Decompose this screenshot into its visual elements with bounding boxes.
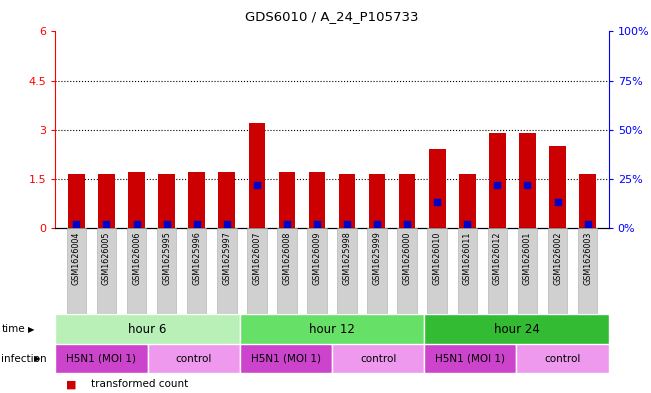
Bar bbox=[579, 174, 596, 228]
Bar bbox=[307, 228, 327, 314]
Text: GSM1625996: GSM1625996 bbox=[192, 231, 201, 285]
Text: time: time bbox=[1, 324, 25, 334]
Point bbox=[282, 221, 292, 227]
Point bbox=[342, 221, 352, 227]
Text: infection: infection bbox=[1, 354, 47, 364]
Text: ▶: ▶ bbox=[34, 354, 40, 363]
Bar bbox=[518, 228, 537, 314]
Bar bbox=[547, 228, 567, 314]
Bar bbox=[219, 172, 235, 228]
Text: GSM1626001: GSM1626001 bbox=[523, 231, 532, 285]
Text: GSM1626006: GSM1626006 bbox=[132, 231, 141, 285]
Text: GSM1626007: GSM1626007 bbox=[253, 231, 261, 285]
Text: transformed count: transformed count bbox=[91, 379, 189, 389]
Point bbox=[312, 221, 322, 227]
Point bbox=[161, 221, 172, 227]
Bar bbox=[240, 314, 424, 344]
Point bbox=[492, 182, 503, 188]
Text: GSM1626004: GSM1626004 bbox=[72, 231, 81, 285]
Point bbox=[462, 221, 473, 227]
Bar bbox=[399, 174, 415, 228]
Bar bbox=[549, 146, 566, 228]
Bar bbox=[578, 228, 598, 314]
Point bbox=[132, 221, 142, 227]
Text: GSM1626011: GSM1626011 bbox=[463, 231, 472, 285]
Text: GSM1626000: GSM1626000 bbox=[403, 231, 411, 285]
Text: H5N1 (MOI 1): H5N1 (MOI 1) bbox=[436, 354, 505, 364]
Text: hour 24: hour 24 bbox=[493, 323, 540, 336]
Text: ▶: ▶ bbox=[28, 325, 35, 334]
Text: hour 12: hour 12 bbox=[309, 323, 355, 336]
Text: H5N1 (MOI 1): H5N1 (MOI 1) bbox=[251, 354, 321, 364]
Text: GSM1626008: GSM1626008 bbox=[283, 231, 292, 285]
Text: GSM1625997: GSM1625997 bbox=[222, 231, 231, 285]
Text: ■: ■ bbox=[66, 379, 77, 389]
Bar bbox=[128, 172, 145, 228]
Text: control: control bbox=[176, 354, 212, 364]
Point bbox=[102, 221, 112, 227]
Text: GSM1626005: GSM1626005 bbox=[102, 231, 111, 285]
Bar bbox=[127, 228, 146, 314]
Bar bbox=[240, 344, 332, 373]
Point bbox=[583, 221, 593, 227]
Bar bbox=[249, 123, 265, 228]
Bar bbox=[277, 228, 297, 314]
Bar bbox=[98, 174, 115, 228]
Bar bbox=[157, 228, 176, 314]
Text: GSM1626012: GSM1626012 bbox=[493, 231, 502, 285]
Bar bbox=[397, 228, 417, 314]
Text: control: control bbox=[544, 354, 581, 364]
Bar bbox=[148, 344, 240, 373]
Point bbox=[372, 221, 382, 227]
Point bbox=[522, 182, 533, 188]
Bar bbox=[458, 228, 477, 314]
Text: GSM1625999: GSM1625999 bbox=[372, 231, 381, 285]
Bar bbox=[247, 228, 267, 314]
Bar bbox=[217, 228, 236, 314]
Bar bbox=[309, 172, 326, 228]
Bar bbox=[97, 228, 117, 314]
Bar bbox=[68, 174, 85, 228]
Point bbox=[552, 199, 562, 206]
Text: GSM1625995: GSM1625995 bbox=[162, 231, 171, 285]
Bar bbox=[516, 344, 609, 373]
Text: GSM1626002: GSM1626002 bbox=[553, 231, 562, 285]
Bar bbox=[459, 174, 476, 228]
Text: control: control bbox=[360, 354, 396, 364]
Bar bbox=[519, 133, 536, 228]
Bar bbox=[55, 344, 148, 373]
Point bbox=[252, 182, 262, 188]
Bar bbox=[158, 174, 175, 228]
Bar bbox=[488, 228, 507, 314]
Bar bbox=[187, 228, 206, 314]
Bar bbox=[66, 228, 86, 314]
Text: GSM1625998: GSM1625998 bbox=[342, 231, 352, 285]
Bar bbox=[367, 228, 387, 314]
Bar bbox=[369, 174, 385, 228]
Bar bbox=[429, 149, 445, 228]
Text: GDS6010 / A_24_P105733: GDS6010 / A_24_P105733 bbox=[245, 10, 419, 23]
Text: H5N1 (MOI 1): H5N1 (MOI 1) bbox=[66, 354, 137, 364]
Bar bbox=[428, 228, 447, 314]
Point bbox=[432, 199, 443, 206]
Bar bbox=[489, 133, 506, 228]
Point bbox=[402, 221, 412, 227]
Point bbox=[191, 221, 202, 227]
Text: GSM1626009: GSM1626009 bbox=[312, 231, 322, 285]
Bar bbox=[337, 228, 357, 314]
Text: GSM1626010: GSM1626010 bbox=[433, 231, 442, 285]
Bar bbox=[279, 172, 295, 228]
Bar bbox=[424, 314, 609, 344]
Bar bbox=[332, 344, 424, 373]
Bar bbox=[424, 344, 516, 373]
Bar bbox=[188, 172, 205, 228]
Point bbox=[71, 221, 81, 227]
Point bbox=[221, 221, 232, 227]
Text: hour 6: hour 6 bbox=[128, 323, 167, 336]
Bar bbox=[55, 314, 240, 344]
Text: GSM1626003: GSM1626003 bbox=[583, 231, 592, 285]
Bar bbox=[339, 174, 355, 228]
